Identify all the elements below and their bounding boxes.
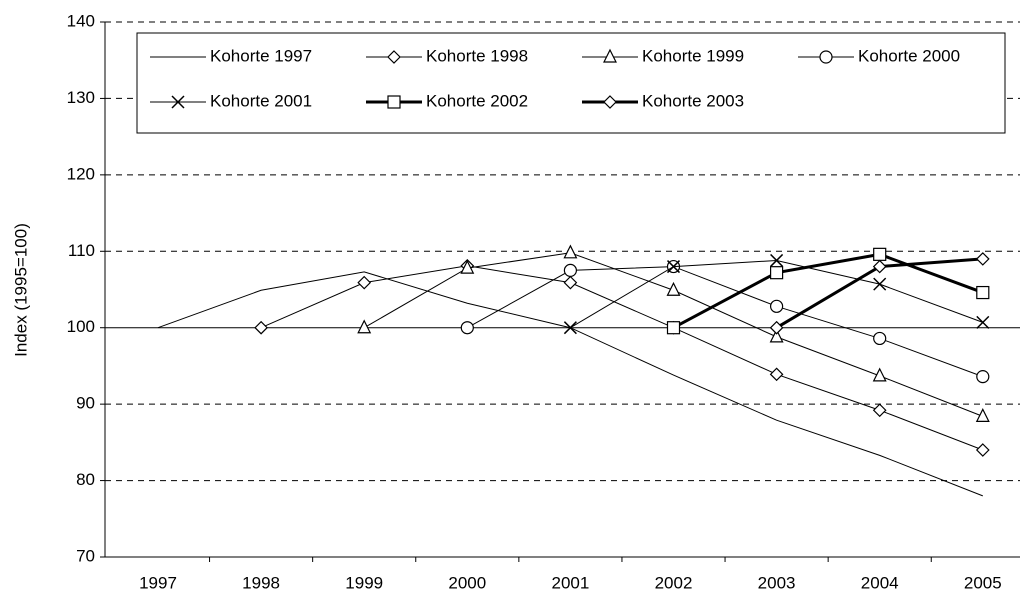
marker [563,275,578,290]
marker [769,320,784,335]
legend: Kohorte 1997 Kohorte 1998 Kohorte 1999 Koho… [136,32,1006,134]
y-tick-label: 130 [67,88,95,107]
marker [976,370,990,384]
legend-label: Kohorte 2000 [858,46,960,65]
series [563,253,990,335]
x-tick-label: 2001 [551,573,589,592]
series [357,244,990,422]
marker [387,95,401,109]
y-tick-label: 80 [76,470,95,489]
marker [872,403,887,418]
series-line [467,266,983,378]
legend-label: Kohorte 2003 [642,91,744,110]
x-tick-label: 2002 [655,573,693,592]
series-line [157,271,983,497]
x-tick-label: 2000 [448,573,486,592]
marker [976,315,990,329]
y-tick-label: 100 [67,317,95,336]
marker [666,281,681,296]
marker [666,260,681,274]
legend-label: Kohorte 1998 [426,46,528,65]
marker [873,277,887,291]
series-line [363,252,983,417]
legend-label: Kohorte 1997 [210,46,312,65]
x-tick-label: 2003 [758,573,796,592]
y-axis-label: Index (1995=100) [11,223,30,357]
x-tick-label: 1997 [139,573,177,592]
marker [769,367,784,382]
marker [975,408,990,422]
y-tick-label: 140 [67,11,95,30]
marker [460,321,474,335]
y-tick-label: 90 [76,394,95,413]
series [460,259,990,384]
y-tick-label: 120 [67,164,95,183]
marker [769,266,784,280]
legend-label: Kohorte 1999 [642,46,744,65]
y-tick-label: 110 [68,241,95,260]
marker [603,95,617,109]
marker [872,259,887,274]
marker [770,253,784,267]
series [254,258,990,457]
marker [769,299,784,313]
marker [460,259,475,274]
marker [171,95,185,109]
marker [819,50,833,64]
marker [563,263,578,277]
marker [387,50,401,64]
y-tick-label: 70 [76,546,95,565]
marker [975,252,990,266]
marker [357,275,372,290]
marker [872,367,887,382]
marker [976,285,990,300]
marker [873,331,887,346]
marker [254,320,268,335]
legend-label: Kohorte 2001 [210,91,312,110]
marker [563,321,577,335]
x-tick-label: 1999 [345,573,383,592]
legend-box [136,32,1006,134]
series-line [260,265,983,451]
series [157,271,983,497]
marker [563,244,578,259]
marker [603,48,617,63]
x-tick-label: 1998 [242,573,280,592]
marker [769,328,784,343]
series-line [672,252,984,330]
x-tick-label: 2005 [964,573,1002,592]
x-tick-label: 2004 [861,573,899,592]
marker [975,443,990,457]
legend-label: Kohorte 2002 [426,91,528,110]
marker [873,247,887,261]
marker [357,319,372,334]
marker [666,321,681,335]
series [666,247,990,335]
series [769,252,990,335]
